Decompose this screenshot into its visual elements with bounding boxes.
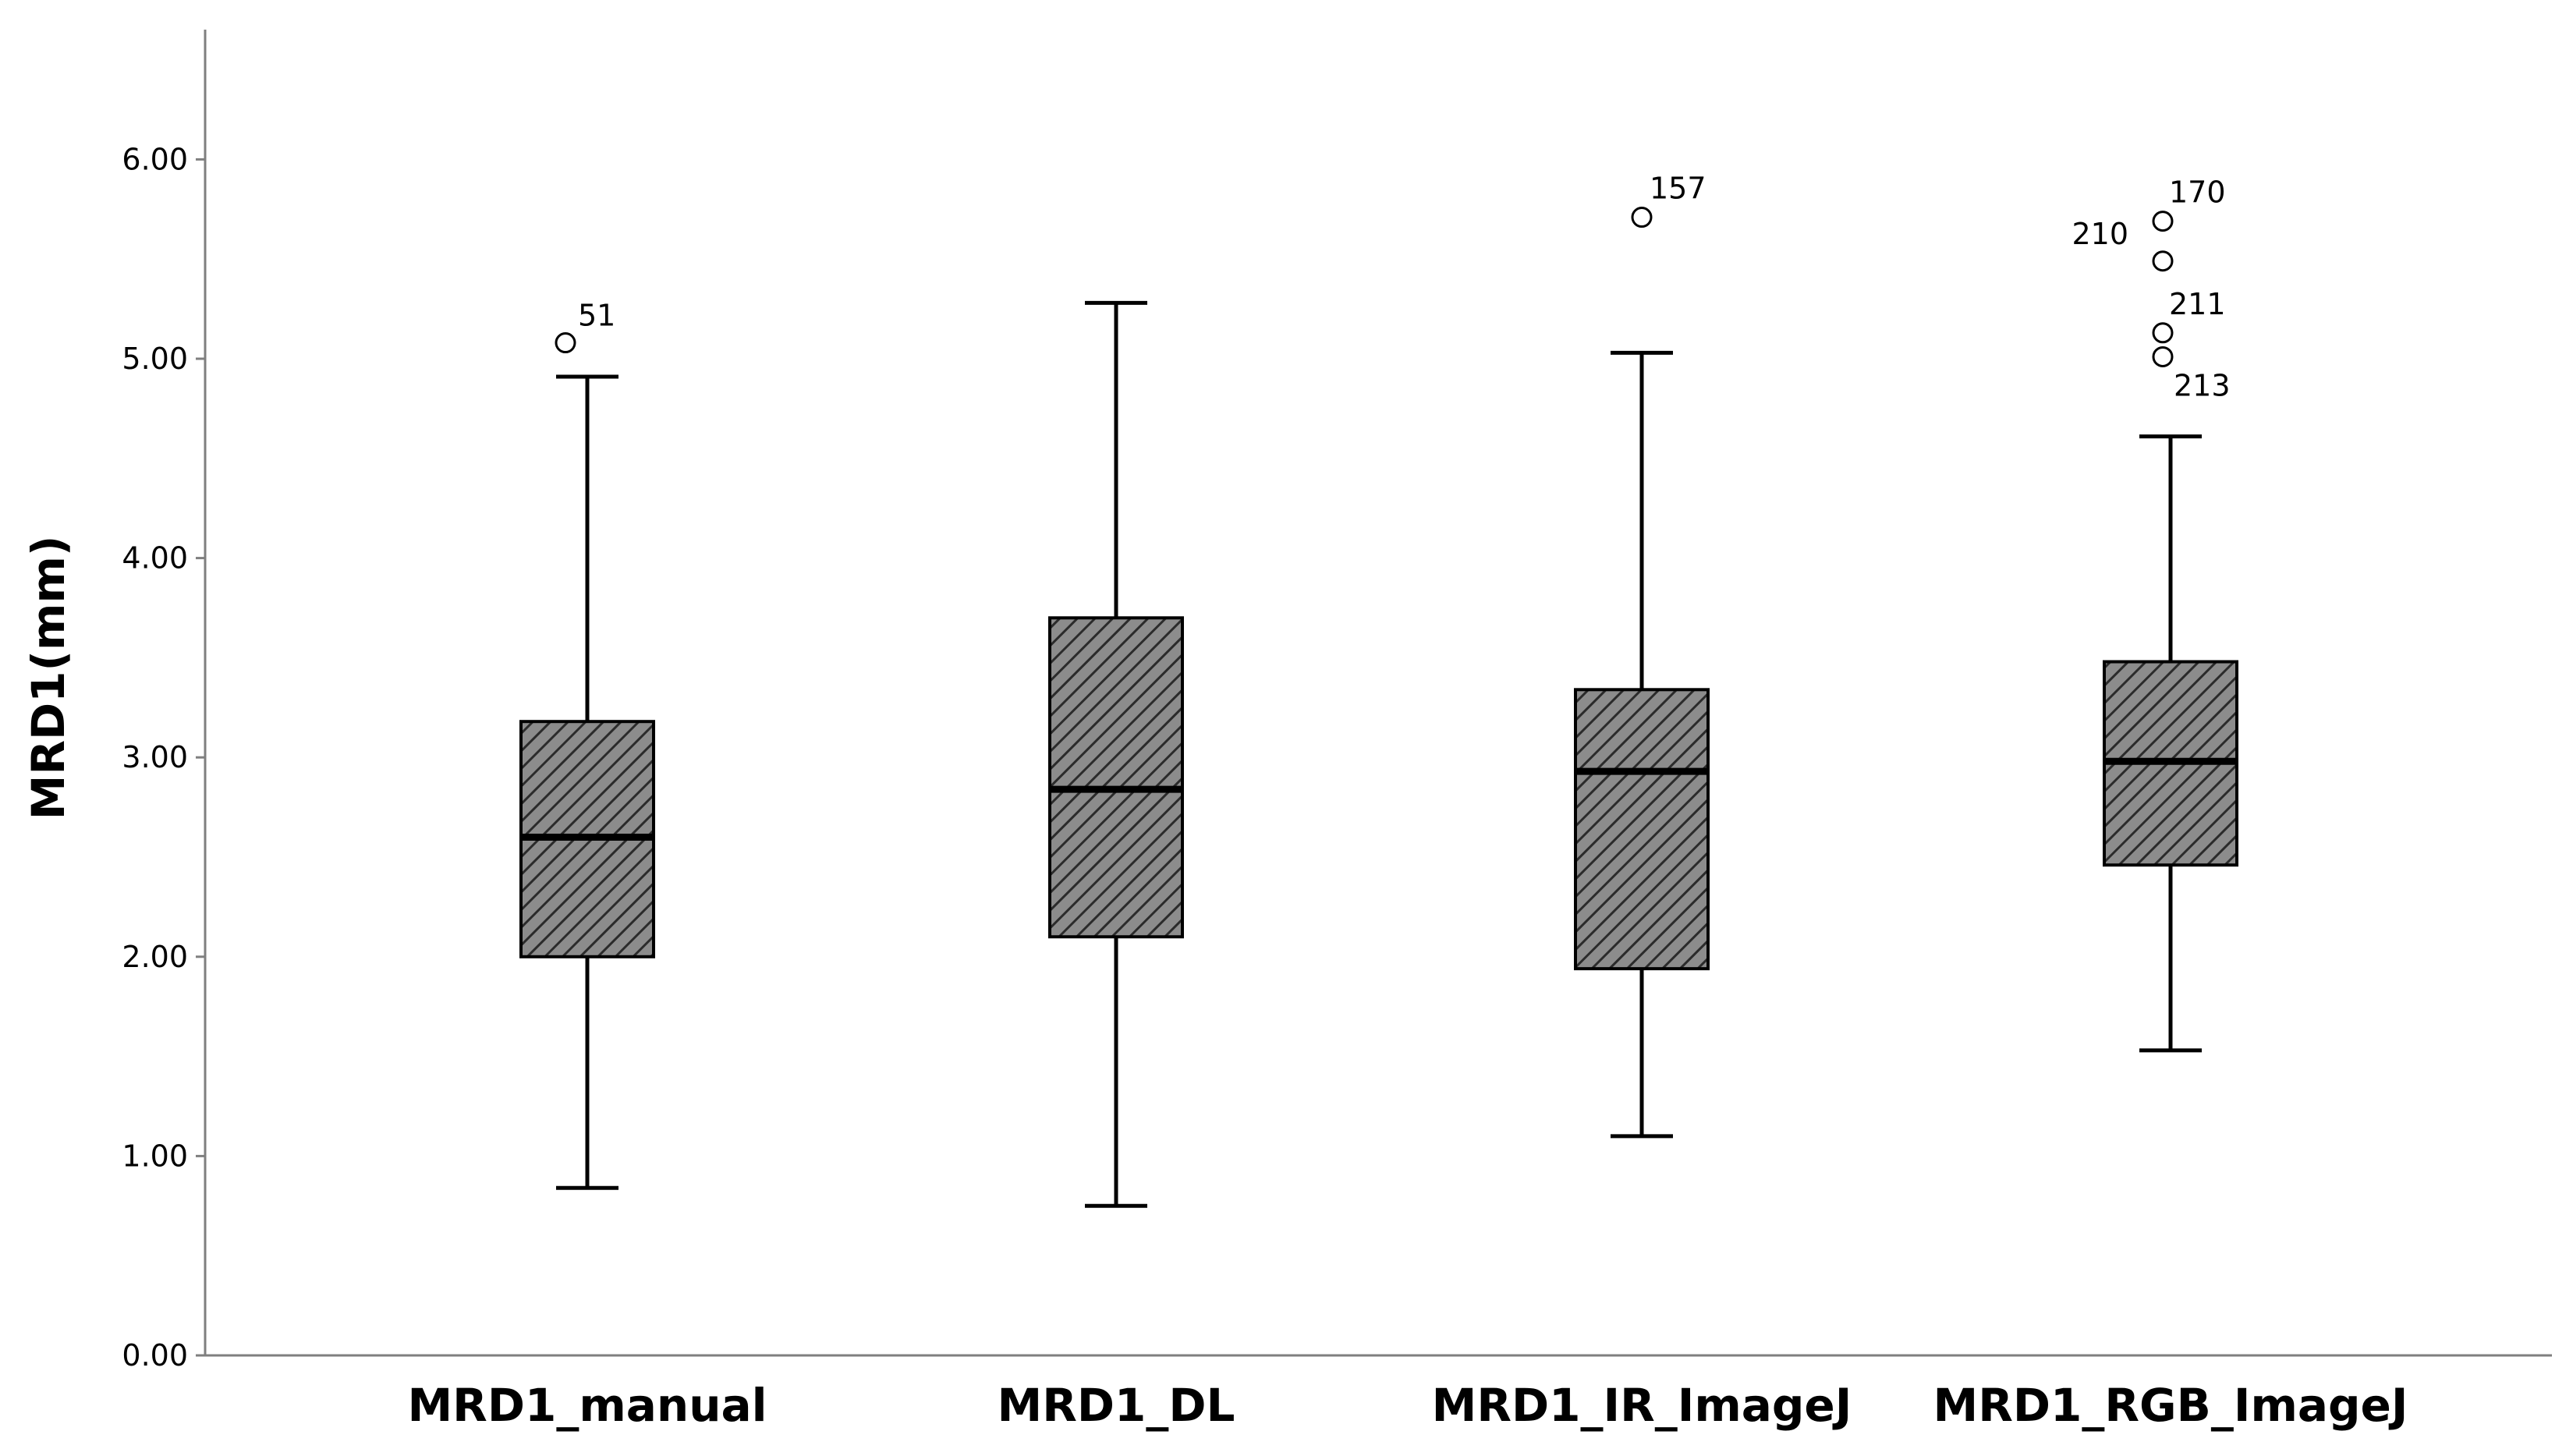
- outlier-label: 157: [1650, 172, 1706, 206]
- y-tick-label: 3.00: [122, 740, 188, 774]
- box-group: [1574, 207, 1710, 1139]
- outlier-point: [2152, 211, 2174, 232]
- y-tick-label: 2.00: [122, 940, 188, 974]
- outlier-point: [2152, 345, 2174, 367]
- box-iqr: [1048, 616, 1184, 939]
- x-category-label: MRD1_IR_ImageJ: [1432, 1379, 1852, 1432]
- outlier-point: [2152, 322, 2174, 344]
- box-group: [519, 332, 655, 1190]
- outlier-label: 170: [2169, 175, 2226, 210]
- y-tick-label: 1.00: [122, 1139, 188, 1173]
- y-tick-label: 5.00: [122, 342, 188, 376]
- y-axis-title: MRD1(mm): [22, 536, 75, 820]
- outlier-point: [1631, 207, 1653, 228]
- outlier-point: [555, 332, 576, 354]
- outlier-point: [2152, 250, 2174, 272]
- outlier-label: 213: [2174, 368, 2231, 402]
- x-category-label: MRD1_manual: [407, 1379, 767, 1432]
- outlier-label: 210: [2072, 217, 2128, 251]
- y-tick-label: 0.00: [122, 1338, 188, 1373]
- box-group: [2103, 211, 2238, 1053]
- outlier-label: 51: [578, 299, 615, 333]
- outlier-label: 211: [2169, 287, 2226, 321]
- x-category-label: MRD1_DL: [998, 1379, 1235, 1432]
- y-tick-label: 4.00: [122, 541, 188, 576]
- box-iqr: [1574, 688, 1710, 971]
- box-group: [1048, 300, 1184, 1208]
- y-tick-label: 6.00: [122, 142, 188, 176]
- x-category-label: MRD1_RGB_ImageJ: [1933, 1379, 2408, 1432]
